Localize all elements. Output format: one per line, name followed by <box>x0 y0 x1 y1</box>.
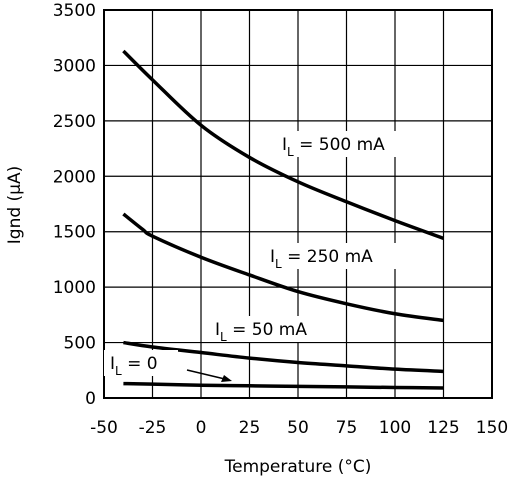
series-label-3: IL = 0 <box>110 354 158 378</box>
series-lines <box>122 49 445 390</box>
x-tick-label-4: 50 <box>287 418 309 438</box>
plot-frame <box>103 9 493 399</box>
tick-labels: -50 -25 0 25 50 75 100 125 150050010001500200025… <box>53 1 508 438</box>
il-0-arrow-line <box>186 369 230 381</box>
series-label-bg-1 <box>262 243 402 269</box>
y-tick-label-3: 1500 <box>53 223 96 243</box>
series-line-0 <box>122 49 445 241</box>
series-labels: IL = 500 mA IL = 250 mA IL = 50 mA IL = 0 <box>104 131 416 378</box>
series-label-2: IL = 50 mA <box>215 320 307 344</box>
y-tick-label-4: 2000 <box>53 167 96 187</box>
x-tick-label-0: -50 <box>90 418 118 438</box>
series-line-2 <box>123 340 444 374</box>
y-axis-label: Ignd (μA) <box>5 166 25 244</box>
y-tick-label-7: 3500 <box>53 1 96 21</box>
series-label-0: IL = 500 mA <box>282 135 385 159</box>
series-label-1: IL = 250 mA <box>270 247 373 271</box>
series-label-bg-3 <box>104 350 178 376</box>
x-axis-label: Temperature (°C) <box>224 457 372 477</box>
x-tick-label-6: 100 <box>379 418 411 438</box>
x-tick-label-8: 150 <box>476 418 508 438</box>
x-tick-label-5: 75 <box>336 418 358 438</box>
x-tick-label-7: 125 <box>427 418 459 438</box>
y-tick-label-2: 1000 <box>53 278 96 298</box>
series-label-bg-0 <box>274 131 416 157</box>
y-tick-label-1: 500 <box>64 334 96 354</box>
x-tick-label-1: -25 <box>139 418 167 438</box>
il-0-arrow-head <box>221 375 232 382</box>
y-tick-label-5: 2500 <box>53 112 96 132</box>
y-tick-label-0: 0 <box>85 389 96 409</box>
series-label-bg-2 <box>207 316 335 342</box>
series-line-3 <box>123 381 444 390</box>
x-tick-label-3: 25 <box>239 418 261 438</box>
x-tick-label-2: 0 <box>196 418 207 438</box>
series-line-1 <box>122 212 444 323</box>
y-tick-label-6: 3000 <box>53 56 96 76</box>
